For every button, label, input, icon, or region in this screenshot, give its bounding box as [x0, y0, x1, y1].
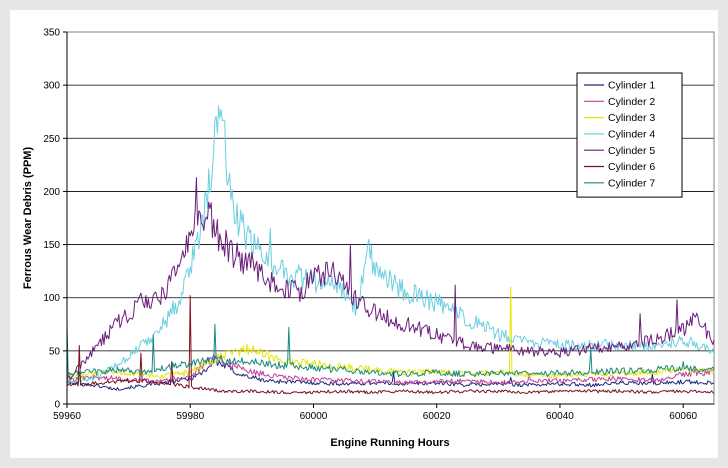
- series-line-5: [66, 177, 715, 380]
- x-tick-label: 60060: [669, 411, 697, 422]
- series-line-2: [66, 353, 715, 386]
- series-line-7: [66, 323, 715, 378]
- axes: 0 50 100 150 200 250 300 350 59960 59980 60000 6002…: [43, 28, 714, 422]
- legend-entry: Cylinder 3: [608, 112, 655, 124]
- line-chart: 0 50 100 150 200 250 300 350 59960 59980 60000 6002…: [22, 28, 715, 449]
- series-layer: [66, 105, 715, 395]
- x-tick-label: 60000: [300, 411, 328, 422]
- y-axis-title: Ferrous Wear Debris (PPM): [22, 147, 34, 290]
- legend-box: [576, 72, 683, 198]
- x-axis-title: Engine Running Hours: [330, 437, 449, 449]
- y-tick-label: 250: [43, 134, 60, 145]
- legend-entry: Cylinder 6: [608, 161, 655, 173]
- y-tick-label: 50: [49, 346, 61, 357]
- y-tick-label: 100: [43, 293, 60, 304]
- legend-entry: Cylinder 7: [608, 177, 655, 189]
- y-tick-label: 0: [54, 400, 60, 411]
- legend: Cylinder 1 Cylinder 2 Cylinder 3 Cylinder 4…: [576, 72, 683, 198]
- x-tick-label: 59960: [53, 411, 81, 422]
- y-tick-label: 300: [43, 81, 60, 92]
- legend-entry: Cylinder 1: [608, 80, 655, 92]
- y-tick-label: 200: [43, 187, 60, 198]
- x-tick-label: 60020: [423, 411, 451, 422]
- legend-entry: Cylinder 4: [608, 129, 655, 141]
- series-line-1: [66, 355, 715, 391]
- x-tick-label: 59980: [176, 411, 204, 422]
- x-tick-label: 60040: [546, 411, 574, 422]
- series-line-4: [66, 105, 715, 385]
- chart-container: 0 50 100 150 200 250 300 350 59960 59980 60000 6002…: [10, 10, 718, 458]
- y-tick-label: 350: [43, 28, 60, 39]
- y-tick-label: 150: [43, 240, 60, 251]
- legend-entry: Cylinder 5: [608, 145, 655, 157]
- legend-entry: Cylinder 2: [608, 96, 655, 108]
- series-line-3: [66, 286, 715, 381]
- series-line-6: [66, 295, 715, 395]
